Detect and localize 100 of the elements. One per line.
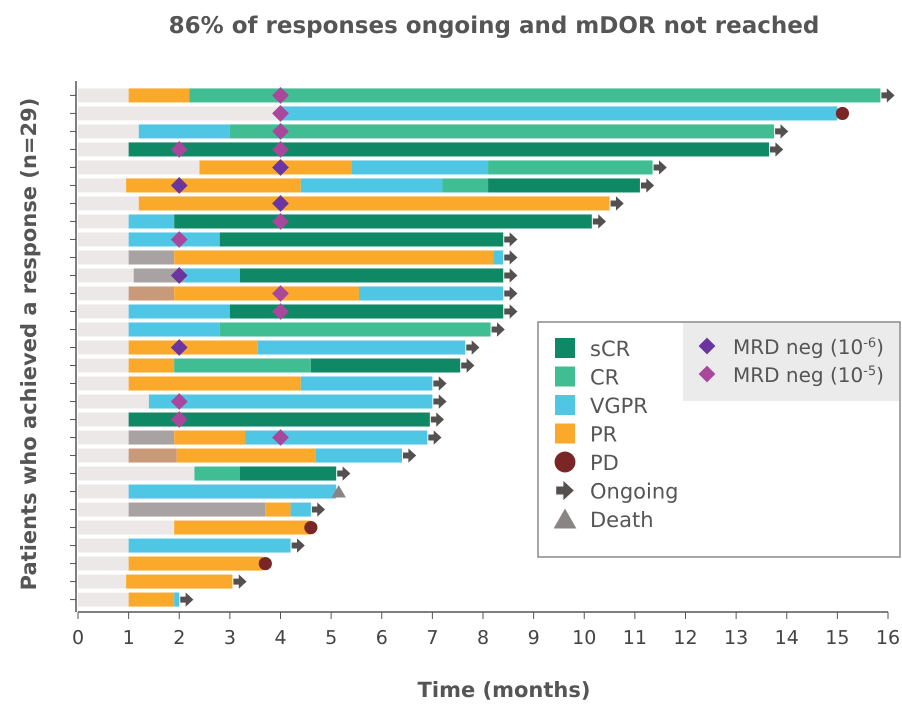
bar	[128, 412, 430, 427]
bar	[493, 250, 504, 264]
bar	[174, 592, 180, 607]
x-tick-label: 2	[173, 627, 186, 649]
point	[312, 502, 326, 517]
bar	[78, 286, 129, 301]
bar	[78, 124, 139, 138]
bar	[78, 430, 129, 445]
point	[337, 466, 350, 481]
bar	[128, 538, 291, 553]
bar	[280, 106, 838, 120]
legend-label: VGPR	[590, 394, 648, 418]
legend-label: Ongoing	[590, 480, 678, 504]
y-axis-title: Patients who achieved a response (n=29)	[17, 98, 41, 590]
bar	[240, 466, 336, 481]
bar	[78, 178, 126, 192]
point	[332, 484, 346, 498]
point	[504, 232, 518, 247]
point	[775, 124, 788, 139]
bar	[78, 88, 129, 102]
bar	[174, 520, 311, 535]
x-tick-label: 4	[274, 627, 287, 649]
point	[504, 304, 518, 319]
point	[272, 285, 289, 302]
bar	[128, 556, 263, 571]
point	[492, 322, 505, 337]
point	[170, 411, 188, 428]
x-tick-label: 16	[876, 627, 900, 649]
bar	[126, 178, 301, 192]
point	[258, 556, 272, 570]
legend-label: Death	[590, 508, 654, 532]
bar	[176, 448, 316, 463]
legend-label: MRD neg (10$^{-5}$)	[733, 363, 884, 387]
point	[292, 538, 305, 553]
x-tick-label: 15	[825, 627, 850, 649]
point	[881, 88, 895, 103]
point	[170, 141, 188, 158]
point	[170, 267, 188, 284]
legend-label: CR	[590, 366, 620, 390]
x-tick-label: 6	[376, 627, 388, 649]
bar	[240, 268, 504, 282]
bar	[78, 538, 129, 553]
point	[610, 196, 624, 211]
point	[272, 429, 289, 446]
bar	[78, 574, 126, 589]
x-tick-label: 9	[528, 627, 540, 649]
bar	[78, 448, 129, 463]
bar	[174, 358, 311, 373]
point	[272, 123, 289, 140]
point	[836, 106, 850, 120]
bar	[78, 556, 129, 571]
point	[430, 412, 444, 427]
bar	[78, 304, 129, 319]
bar	[128, 592, 174, 607]
bar	[78, 340, 129, 355]
point	[592, 214, 606, 229]
bar	[194, 466, 240, 481]
legend-label: PR	[590, 422, 618, 446]
bar	[174, 250, 494, 264]
bar	[78, 592, 129, 607]
point	[170, 231, 188, 248]
chart-title: 86% of responses ongoing and mDOR not reached	[168, 13, 820, 39]
bar	[128, 286, 174, 301]
x-tick-label: 7	[426, 627, 438, 649]
point	[640, 178, 654, 193]
bar	[220, 322, 491, 337]
bar	[128, 448, 177, 463]
point	[466, 340, 480, 355]
point	[272, 213, 289, 230]
x-tick-label: 10	[572, 627, 596, 649]
bar	[128, 358, 174, 373]
bar	[78, 196, 139, 210]
bar	[488, 178, 640, 192]
bar	[128, 214, 174, 228]
bar	[126, 574, 232, 589]
bar	[78, 232, 129, 246]
bar	[78, 106, 280, 120]
x-tick-label: 8	[476, 627, 490, 649]
bar	[78, 322, 129, 337]
bar	[128, 430, 174, 445]
bar	[316, 448, 402, 463]
bar	[300, 376, 432, 391]
point	[428, 430, 442, 445]
bar	[189, 88, 880, 102]
bar	[128, 304, 230, 319]
bar	[300, 178, 442, 192]
bar	[78, 520, 174, 535]
x-axis-title: Time (months)	[418, 678, 590, 702]
bar	[258, 340, 466, 355]
bar	[245, 430, 428, 445]
bar	[230, 124, 774, 138]
legend-label: MRD neg (10$^{-6}$)	[733, 335, 884, 359]
bar	[138, 196, 610, 210]
bar	[78, 466, 194, 481]
legend-label: PD	[590, 451, 619, 475]
bar	[351, 160, 488, 174]
bar	[128, 322, 220, 337]
bar	[78, 394, 149, 409]
bar	[442, 178, 488, 192]
bar	[174, 430, 246, 445]
